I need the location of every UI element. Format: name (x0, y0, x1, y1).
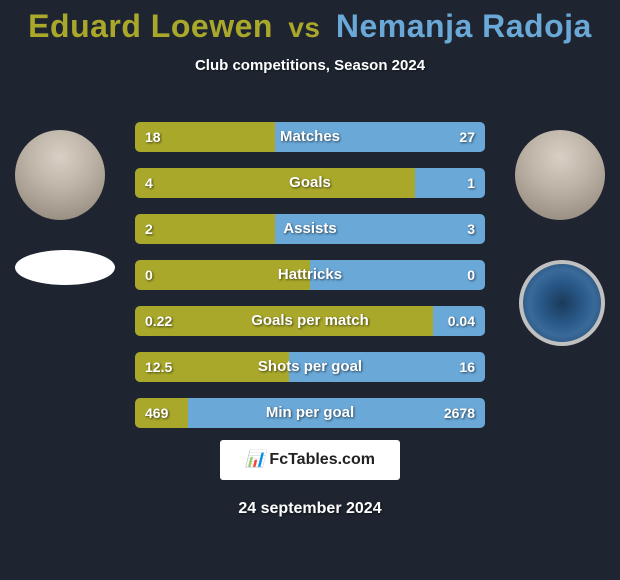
stat-row: 12.516Shots per goal (135, 352, 485, 382)
stat-label: Hattricks (135, 260, 485, 290)
stats-container: 1827Matches 41Goals 23Assists 00Hattricks 0.… (135, 122, 485, 444)
brand-icon: 📊 (245, 451, 265, 468)
date-label: 24 september 2024 (0, 500, 620, 518)
stat-row: 4692678Min per goal (135, 398, 485, 428)
player1-name: Eduard Loewen (28, 8, 273, 44)
vs-label: vs (288, 12, 320, 43)
stat-label: Assists (135, 214, 485, 244)
player1-avatar (15, 130, 105, 220)
title: Eduard Loewen vs Nemanja Radoja (0, 0, 620, 45)
stat-row: 0.220.04Goals per match (135, 306, 485, 336)
stat-row: 1827Matches (135, 122, 485, 152)
player2-name: Nemanja Radoja (336, 8, 592, 44)
player2-club-logo (519, 260, 605, 346)
brand-text: FcTables.com (269, 451, 375, 468)
comparison-card: Eduard Loewen vs Nemanja Radoja Club com… (0, 0, 620, 580)
subtitle: Club competitions, Season 2024 (0, 57, 620, 74)
player2-avatar (515, 130, 605, 220)
stat-label: Goals (135, 168, 485, 198)
stat-row: 23Assists (135, 214, 485, 244)
stat-label: Goals per match (135, 306, 485, 336)
player1-club-logo (15, 250, 115, 285)
footer-brand: 📊 FcTables.com (220, 440, 400, 480)
stat-row: 41Goals (135, 168, 485, 198)
stat-label: Min per goal (135, 398, 485, 428)
stat-label: Shots per goal (135, 352, 485, 382)
stat-row: 00Hattricks (135, 260, 485, 290)
stat-label: Matches (135, 122, 485, 152)
